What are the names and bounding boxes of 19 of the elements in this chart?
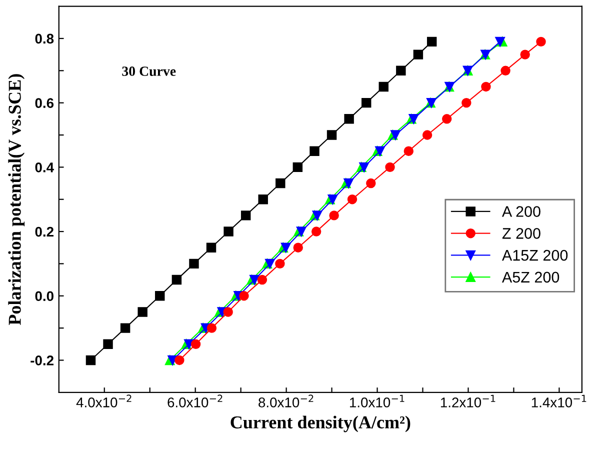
x-axis-title: Current density(A/cm²) (230, 416, 410, 432)
annotation: 30 Curve (122, 66, 176, 76)
x-tick-label: 6.0x10$^{−2}$ (168, 394, 222, 408)
x-tick-label: 1.0x10$^{−1}$ (350, 394, 404, 408)
x-tick-label: 1.4x10$^{−1}$ (532, 394, 586, 408)
legend-label: A 200 (502, 206, 540, 217)
x-tick-label: 4.0x10$^{−2}$ (76, 394, 132, 408)
y-tick-label: 0.8 (35, 34, 54, 44)
x-tick-label: 1.2x10$^{−1}$ (440, 394, 496, 408)
y-tick-label: 0.6 (35, 98, 54, 108)
legend-label: A5Z 200 (502, 272, 560, 283)
legend-label: Z 200 (502, 228, 540, 239)
y-axis-title: Polarization potential(V vs.SCE) (8, 74, 25, 326)
y-tick-label: 0.0 (35, 291, 54, 302)
y-tick-label: -0.2 (30, 356, 54, 366)
y-tick-label: 0.2 (35, 226, 54, 237)
x-tick-label: 8.0x10$^{−2}$ (258, 394, 314, 408)
y-tick-label: 0.4 (35, 162, 54, 172)
legend-label: A15Z 200 (502, 250, 568, 261)
